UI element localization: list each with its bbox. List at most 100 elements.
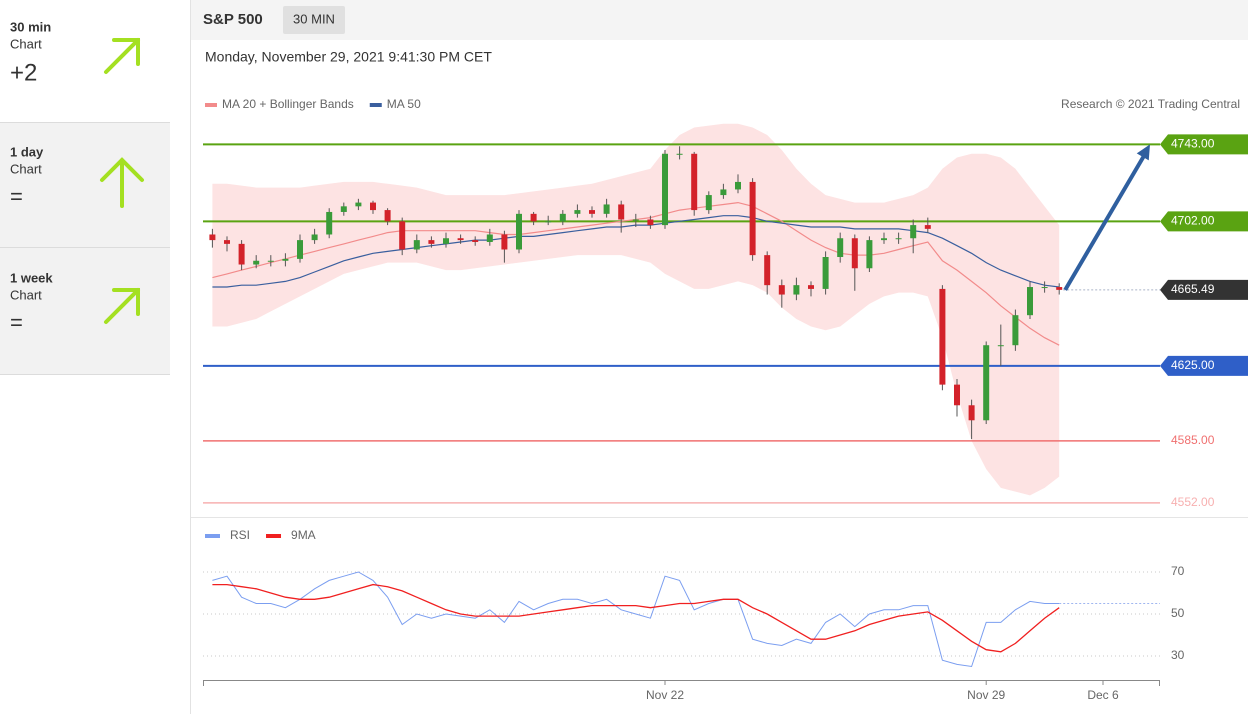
- candle-body: [1041, 287, 1048, 289]
- candle-body: [808, 285, 814, 289]
- candle-body: [983, 345, 990, 421]
- legend-label: MA 50: [387, 97, 421, 111]
- candle-body: [574, 210, 581, 214]
- y-tick-label: 50: [1171, 606, 1185, 620]
- candle-body: [691, 153, 698, 211]
- candle-body: [253, 260, 260, 265]
- candle-body: [749, 181, 756, 256]
- candle-body: [997, 345, 1004, 347]
- bollinger-band: [212, 123, 1060, 496]
- card[interactable]: [0, 248, 170, 374]
- legend-label: RSI: [230, 528, 250, 542]
- candle-body: [647, 219, 654, 226]
- label: Chart: [10, 287, 42, 302]
- level-label: 4585.00: [1171, 433, 1215, 447]
- legend-swatch: [266, 534, 282, 538]
- arrow-icon: [100, 38, 144, 324]
- candle-body: [340, 206, 347, 212]
- level-tag: [1160, 211, 1248, 232]
- candle-body: [632, 219, 639, 221]
- candle-body: [413, 240, 420, 250]
- candle-body: [238, 243, 245, 265]
- candle-body: [311, 234, 318, 241]
- legend-swatch: [205, 534, 220, 538]
- candle-body: [399, 221, 406, 250]
- label: Chart: [10, 36, 42, 51]
- label: Chart: [10, 161, 42, 176]
- candle-body: [530, 213, 537, 222]
- candle-body: [516, 213, 522, 250]
- level-label: 4552.00: [1171, 495, 1215, 509]
- candle-body: [443, 238, 449, 244]
- candle-body: [1056, 287, 1063, 290]
- candle-body: [297, 240, 303, 259]
- level-label: 4743.00: [1171, 137, 1215, 151]
- candle-body: [793, 285, 800, 295]
- candle-body: [267, 260, 274, 262]
- y-tick-label: 30: [1171, 648, 1185, 662]
- x-tick-label: Dec 6: [1087, 688, 1119, 702]
- candle-body: [428, 240, 435, 244]
- legend-swatch: [205, 103, 217, 107]
- candle-body: [618, 204, 625, 220]
- candle-body: [1027, 287, 1033, 316]
- candle-body: [501, 234, 508, 250]
- interval-chip[interactable]: [283, 6, 345, 34]
- candle-body: [866, 240, 873, 269]
- candle-body: [384, 210, 391, 222]
- candle-body: [924, 225, 931, 229]
- level-tag: [1160, 134, 1248, 155]
- candle-body: [603, 204, 610, 214]
- source: Research © 2021 Trading Central: [1061, 97, 1240, 111]
- candle-body: [822, 257, 829, 289]
- interval[interactable]: 30 MIN: [293, 11, 335, 26]
- score: =: [10, 310, 23, 335]
- level-label: 4702.00: [1171, 214, 1215, 228]
- candle-body: [968, 405, 975, 421]
- candle-body: [676, 153, 683, 155]
- candle-body: [895, 238, 902, 240]
- card[interactable]: [0, 0, 170, 122]
- rsi-line: [212, 583, 1060, 653]
- candle-body: [764, 255, 771, 286]
- candle-body: [355, 202, 362, 207]
- candle-body: [851, 238, 858, 269]
- candle-body: [910, 225, 917, 239]
- symbol: S&P 500: [203, 11, 263, 28]
- datetime: Monday, November 29, 2021 9:41:30 PM CET: [205, 49, 492, 65]
- last-price-tag: [1160, 279, 1248, 300]
- header-bar: [191, 0, 1248, 40]
- candle-body: [486, 234, 493, 242]
- candle-body: [954, 384, 960, 406]
- candle-body: [457, 238, 464, 241]
- candle-body: [326, 211, 333, 235]
- card[interactable]: [0, 123, 170, 247]
- candle-body: [881, 238, 887, 241]
- candle-body: [705, 195, 712, 211]
- candle-body: [720, 189, 727, 196]
- score: =: [10, 184, 23, 209]
- candle-body: [224, 240, 230, 244]
- score: +2: [10, 59, 37, 86]
- candle-body: [662, 153, 668, 226]
- candle-body: [370, 202, 376, 211]
- candle-body: [939, 288, 946, 385]
- period: 1 day: [10, 144, 44, 159]
- candle-body: [1012, 315, 1019, 346]
- x-tick-label: Nov 22: [646, 688, 684, 702]
- x-tick-label: Nov 29: [967, 688, 1005, 702]
- candle-body: [589, 210, 595, 214]
- candle-body: [559, 213, 566, 222]
- period: 30 min: [10, 19, 51, 34]
- legend-label: MA 20 + Bollinger Bands: [222, 97, 354, 111]
- forecast-arrowhead: [1136, 144, 1150, 161]
- legend-label: 9MA: [291, 528, 316, 542]
- candle-body: [472, 240, 479, 242]
- legend-swatch: [369, 103, 382, 107]
- forecast-arrow: [1063, 151, 1148, 291]
- level-label: 4625.00: [1171, 358, 1215, 372]
- level-tag: [1160, 355, 1248, 376]
- candle-body: [209, 234, 216, 241]
- last-price-label: 4665.49: [1171, 282, 1215, 296]
